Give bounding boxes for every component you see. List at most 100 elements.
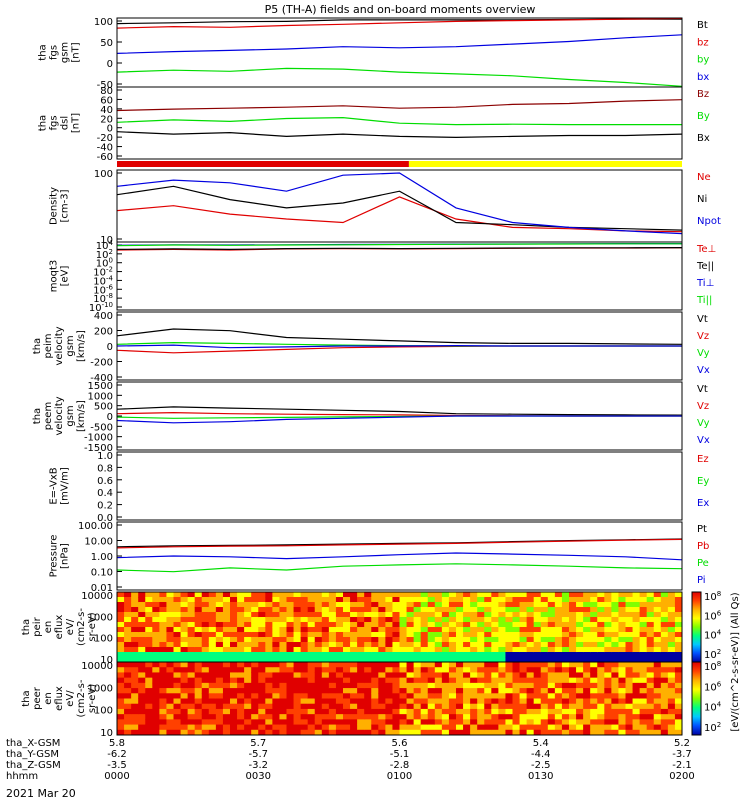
heatmap-cell bbox=[145, 657, 153, 663]
legend-Vt: Vt bbox=[697, 314, 708, 325]
heatmap-cell bbox=[427, 667, 436, 673]
heatmap-cell bbox=[576, 607, 584, 613]
heatmap-cell bbox=[328, 597, 337, 603]
heatmap-cell bbox=[230, 693, 238, 699]
heatmap-cell bbox=[180, 688, 189, 694]
heatmap-cell bbox=[328, 617, 337, 623]
heatmap-cell bbox=[272, 652, 280, 658]
heatmap-cell bbox=[554, 662, 563, 668]
heatmap-cell bbox=[540, 607, 549, 613]
heatmap-cell bbox=[406, 627, 415, 633]
ytick-label: 100 bbox=[94, 169, 113, 180]
heatmap-cell bbox=[420, 642, 429, 648]
heatmap-cell bbox=[498, 597, 506, 603]
heatmap-cell bbox=[505, 662, 513, 668]
heatmap-cell bbox=[208, 708, 217, 715]
heatmap-cell bbox=[561, 719, 570, 726]
heatmap-cell bbox=[674, 703, 683, 710]
heatmap-cell bbox=[124, 632, 132, 638]
heatmap-cell bbox=[117, 682, 125, 689]
heatmap-cell bbox=[166, 617, 174, 623]
heatmap-cell bbox=[477, 682, 485, 689]
heatmap-cell bbox=[639, 632, 648, 638]
heatmap-cell bbox=[173, 667, 182, 673]
heatmap-cell bbox=[576, 597, 584, 603]
heatmap-cell bbox=[222, 729, 231, 736]
heatmap-cell bbox=[378, 627, 386, 633]
heatmap-cell bbox=[625, 714, 634, 720]
heatmap-cell bbox=[463, 617, 471, 623]
heatmap-cell bbox=[646, 677, 655, 684]
heatmap-cell bbox=[350, 729, 358, 736]
heatmap-cell bbox=[364, 677, 372, 684]
panel-frame bbox=[116, 451, 683, 521]
heatmap-cell bbox=[286, 602, 295, 608]
heatmap-cell bbox=[222, 607, 231, 613]
heatmap-cell bbox=[639, 714, 648, 720]
heatmap-cell bbox=[512, 667, 521, 673]
heatmap-cell bbox=[526, 592, 535, 598]
heatmap-cell bbox=[286, 647, 295, 653]
heatmap-cell bbox=[434, 647, 443, 653]
heatmap-cell bbox=[667, 637, 676, 643]
heatmap-cell bbox=[470, 688, 478, 694]
heatmap-cell bbox=[159, 637, 167, 643]
heatmap-cell bbox=[222, 632, 231, 638]
heatmap-cell bbox=[427, 607, 436, 613]
heatmap-cell bbox=[533, 698, 542, 705]
heatmap-cell bbox=[639, 682, 648, 689]
heatmap-cell bbox=[321, 592, 330, 598]
heatmap-cell bbox=[448, 708, 457, 715]
heatmap-cell bbox=[187, 708, 196, 715]
heatmap-cell bbox=[434, 729, 443, 736]
heatmap-cell bbox=[646, 647, 655, 653]
heatmap-cell bbox=[159, 657, 167, 663]
heatmap-cell bbox=[117, 667, 125, 673]
heatmap-cell bbox=[357, 714, 365, 720]
heatmap-cell bbox=[660, 597, 669, 603]
ytick-label: 10000 bbox=[81, 661, 113, 672]
heatmap-cell bbox=[576, 632, 584, 638]
heatmap-cell bbox=[371, 724, 379, 731]
heatmap-cell bbox=[456, 682, 464, 689]
heatmap-cell bbox=[540, 662, 549, 668]
panel-frame bbox=[116, 86, 683, 160]
heatmap-cell bbox=[279, 652, 287, 658]
heatmap-cell bbox=[335, 627, 344, 633]
heatmap-cell bbox=[265, 607, 273, 613]
heatmap-cell bbox=[124, 714, 132, 720]
heatmap-cell bbox=[166, 597, 174, 603]
heatmap-cell bbox=[569, 682, 577, 689]
heatmap-cell bbox=[604, 708, 612, 715]
ytick-label: -400 bbox=[90, 373, 113, 384]
heatmap-cell bbox=[335, 622, 344, 628]
heatmap-cell bbox=[392, 602, 400, 608]
heatmap-cell bbox=[378, 714, 386, 720]
heatmap-cell bbox=[406, 708, 415, 715]
heatmap-cell bbox=[321, 714, 330, 720]
heatmap-cell bbox=[533, 607, 542, 613]
heatmap-cell bbox=[583, 612, 591, 618]
heatmap-cell bbox=[561, 693, 570, 699]
heatmap-cell bbox=[583, 682, 591, 689]
heatmap-cell bbox=[498, 647, 506, 653]
heatmap-cell bbox=[180, 708, 189, 715]
heatmap-cell bbox=[272, 607, 280, 613]
heatmap-cell bbox=[413, 724, 422, 731]
heatmap-cell bbox=[180, 612, 189, 618]
heatmap-cell bbox=[364, 632, 372, 638]
heatmap-cell bbox=[180, 607, 189, 613]
heatmap-cell bbox=[646, 688, 655, 694]
heatmap-cell bbox=[646, 592, 655, 598]
heatmap-cell bbox=[328, 662, 337, 668]
heatmap-cell bbox=[484, 729, 492, 736]
heatmap-cell bbox=[251, 719, 259, 726]
heatmap-cell bbox=[328, 607, 337, 613]
heatmap-cell bbox=[307, 714, 316, 720]
heatmap-cell bbox=[448, 682, 457, 689]
heatmap-cell bbox=[265, 612, 273, 618]
heatmap-cell bbox=[258, 622, 266, 628]
heatmap-cell bbox=[357, 627, 365, 633]
heatmap-cell bbox=[201, 657, 210, 663]
